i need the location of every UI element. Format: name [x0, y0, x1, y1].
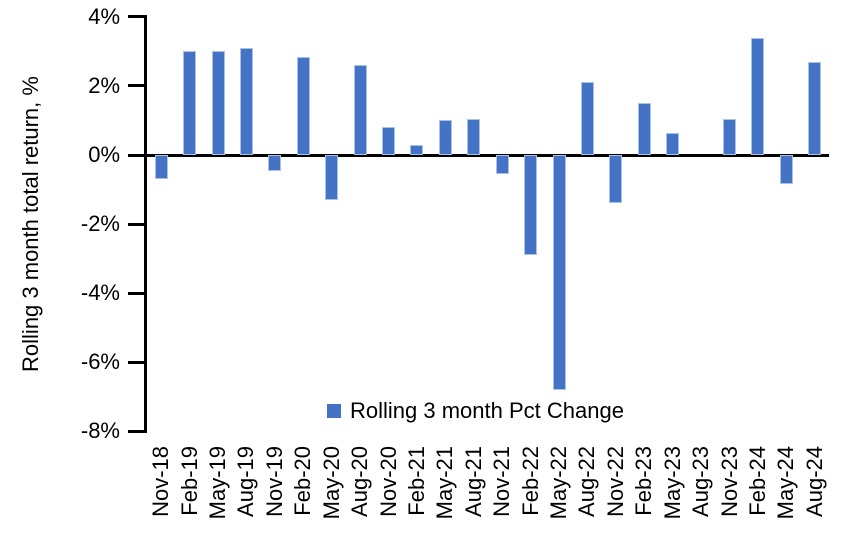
x-tick-label: Feb-23 — [631, 446, 657, 516]
bar-Aug-21 — [467, 118, 481, 155]
x-tick-label: Aug-19 — [233, 446, 259, 517]
bar-Nov-19 — [268, 155, 282, 171]
y-tick-label: -8% — [80, 418, 120, 444]
y-tick-mark — [128, 291, 145, 295]
y-tick-mark — [128, 15, 145, 19]
x-tick-label: Feb-19 — [176, 446, 202, 516]
x-tick-label: May-19 — [205, 446, 231, 520]
x-tick-label: May-23 — [659, 446, 685, 520]
y-tick-mark — [128, 84, 145, 88]
bar-Feb-19 — [183, 51, 197, 155]
bar-May-20 — [325, 155, 339, 200]
x-tick-label: Feb-20 — [290, 446, 316, 516]
y-tick-label: -4% — [80, 280, 120, 306]
bar-Nov-20 — [382, 127, 396, 155]
x-tick-label: Nov-18 — [148, 446, 174, 517]
x-axis-zero-line — [144, 153, 829, 157]
y-tick-label: 4% — [88, 3, 120, 29]
bar-Feb-21 — [410, 144, 424, 155]
x-tick-label: Nov-21 — [489, 446, 515, 517]
bar-Aug-20 — [353, 65, 367, 155]
bar-May-22 — [552, 155, 566, 390]
bar-Aug-24 — [808, 61, 822, 155]
bar-Nov-23 — [723, 118, 737, 155]
x-tick-label: Nov-19 — [261, 446, 287, 517]
x-tick-label: Aug-23 — [688, 446, 714, 517]
legend-swatch-icon — [327, 404, 341, 418]
x-tick-label: Nov-22 — [602, 446, 628, 517]
y-tick-mark — [128, 222, 145, 226]
bar-Nov-22 — [609, 155, 623, 204]
bar-May-21 — [438, 120, 452, 155]
x-tick-label: Aug-21 — [460, 446, 486, 517]
y-tick-label: -6% — [80, 349, 120, 375]
bar-May-19 — [211, 51, 225, 155]
x-tick-label: Nov-23 — [716, 446, 742, 517]
x-tick-label: Feb-21 — [403, 446, 429, 516]
x-tick-label: Feb-22 — [517, 446, 543, 516]
y-tick-mark — [128, 429, 145, 433]
bar-Feb-20 — [296, 56, 310, 155]
x-tick-label: Feb-24 — [744, 446, 770, 516]
x-tick-label: May-20 — [318, 446, 344, 520]
y-axis-title: Rolling 3 month total return, % — [18, 76, 43, 372]
bar-Nov-18 — [154, 155, 168, 180]
y-tick-mark — [128, 153, 145, 157]
y-tick-mark — [128, 360, 145, 364]
y-tick-label: 2% — [88, 72, 120, 98]
bar-May-24 — [779, 155, 793, 185]
bar-May-23 — [666, 132, 680, 155]
x-tick-label: May-22 — [546, 446, 572, 520]
bar-Feb-23 — [637, 103, 651, 155]
x-tick-label: May-24 — [773, 446, 799, 520]
y-axis-line — [144, 15, 147, 433]
x-tick-label: Aug-24 — [801, 446, 827, 517]
y-tick-label: 0% — [88, 142, 120, 167]
legend-label: Rolling 3 month Pct Change — [350, 398, 624, 423]
legend: Rolling 3 month Pct Change — [327, 398, 624, 424]
bar-Feb-22 — [524, 155, 538, 256]
bar-Nov-21 — [495, 155, 509, 174]
bar-Aug-19 — [239, 47, 253, 155]
y-tick-label: -2% — [80, 211, 120, 237]
x-tick-label: Nov-20 — [375, 446, 401, 517]
x-tick-label: May-21 — [432, 446, 458, 520]
x-tick-label: Aug-20 — [347, 446, 373, 517]
bar-Feb-24 — [751, 37, 765, 155]
bar-Aug-22 — [580, 82, 594, 155]
x-tick-label: Aug-22 — [574, 446, 600, 517]
